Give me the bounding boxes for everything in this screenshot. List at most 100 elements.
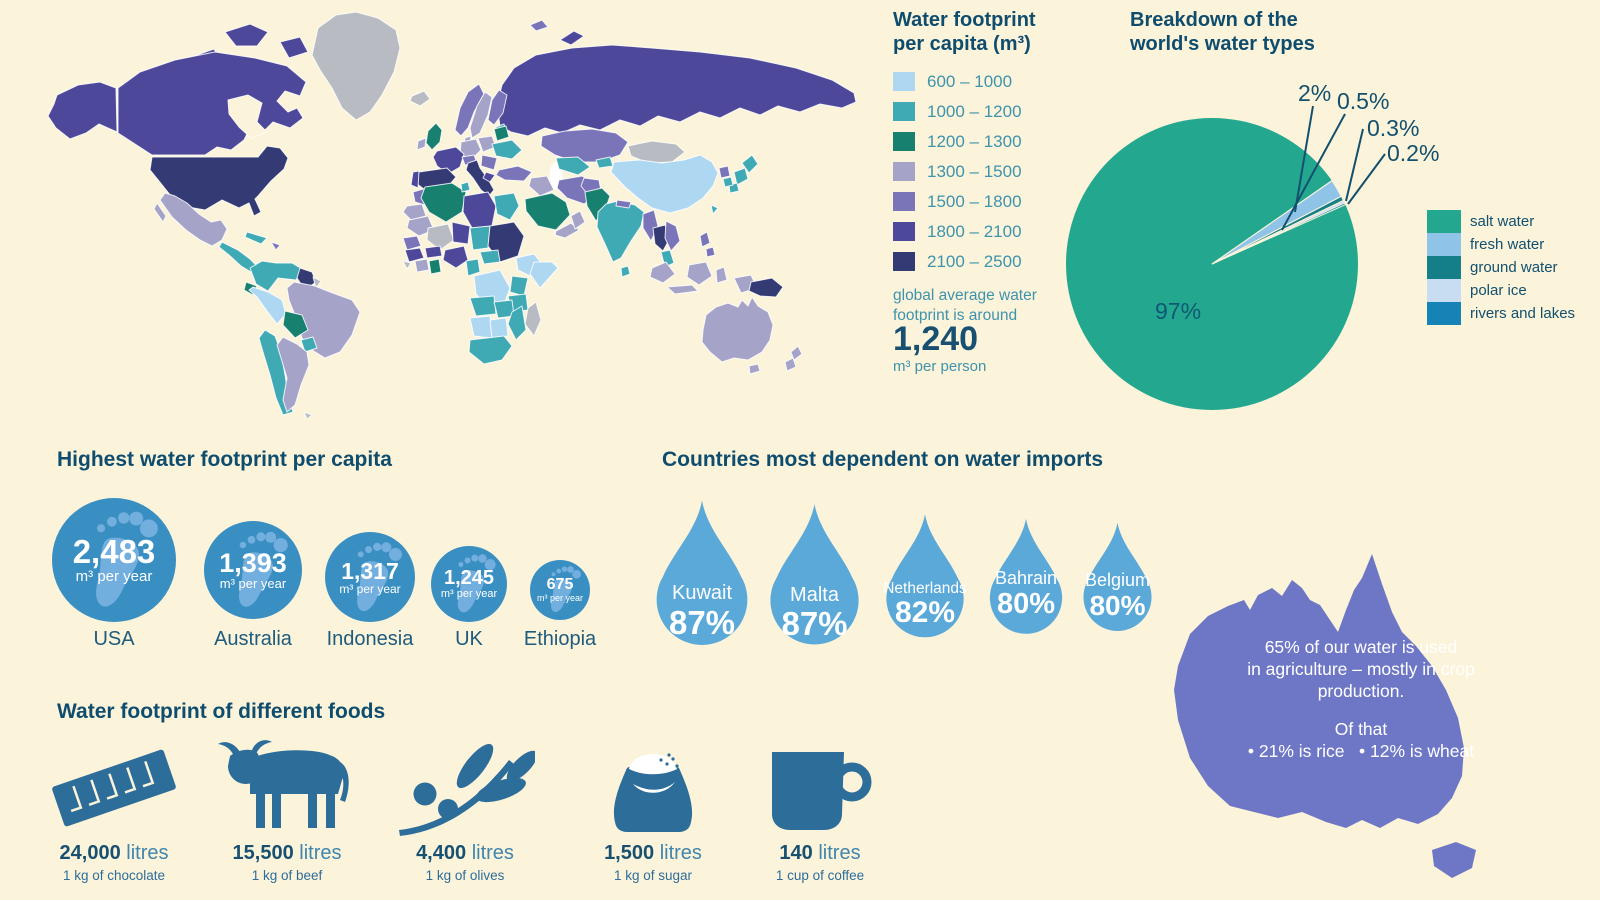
pie-callout-rivers: 0.2%: [1387, 140, 1440, 166]
footprint-unit: m³ per year: [75, 568, 153, 586]
water-drop-icon: [656, 500, 748, 645]
legend-swatch: [1427, 210, 1461, 233]
legend-label: fresh water: [1470, 236, 1545, 253]
food-value: 140: [779, 842, 813, 864]
footprint-country-ethiopia: Ethiopia: [523, 628, 597, 650]
food-caption: 1 kg of olives: [425, 868, 505, 883]
olive-branch-icon: [399, 743, 535, 836]
food-value: 1,500: [604, 842, 655, 864]
drop-country: Malta: [790, 583, 839, 606]
drop-country: Belgium: [1084, 570, 1151, 591]
footprint-value: 675: [546, 575, 574, 593]
food-caption: 1 kg of beef: [251, 868, 323, 883]
drop-belgium: Belgium 80%: [1077, 508, 1158, 646]
footprint-country-uk: UK: [455, 628, 483, 650]
cow-icon: [218, 740, 349, 828]
legend-range-label: 1300 – 1500: [927, 162, 1022, 181]
legend-range-label: 1200 – 1300: [927, 132, 1022, 151]
footprint-circle-indonesia: 1,317 m³ per year: [325, 532, 415, 622]
food-item-chocolate: 24,000 litres 1 kg of chocolate: [19, 730, 209, 883]
footprint-icon: [457, 554, 496, 613]
drop-country: Netherlands: [883, 579, 967, 597]
legend-swatch: [893, 192, 915, 211]
drop-percentage: 80%: [996, 587, 1056, 620]
food-unit: litres: [659, 842, 702, 864]
footprint-value: 1,245: [443, 566, 495, 589]
world-map: [47, 11, 857, 420]
pie-salt-share-label: 97%: [1155, 298, 1202, 324]
footprint-country-indonesia: Indonesia: [326, 628, 414, 650]
pie-callout-ground: 0.5%: [1337, 88, 1390, 114]
drop-netherlands: Netherlands 82%: [879, 499, 971, 653]
footprint-circle-uk: 1,245 m³ per year: [431, 546, 507, 622]
drop-percentage: 87%: [781, 605, 848, 643]
drop-country: Kuwait: [671, 582, 733, 605]
water-drop-icon: [1083, 522, 1152, 631]
foods-section-title: Water footprint of different foods: [57, 700, 386, 723]
footprint-unit: m³ per year: [219, 576, 287, 592]
global-average-note: global average water footprint is around: [893, 287, 1037, 324]
food-caption: 1 kg of chocolate: [62, 868, 166, 883]
food-unit: litres: [299, 842, 342, 864]
drop-kuwait: Kuwait 87%: [648, 487, 756, 659]
map-legend-title: Water footprint per capita (m³): [893, 9, 1036, 55]
australia-silhouette: [1174, 554, 1476, 878]
chocolate-bar-icon: [52, 749, 176, 827]
food-unit: litres: [818, 842, 861, 864]
footprint-value: 1,393: [219, 548, 287, 578]
legend-label: salt water: [1470, 213, 1535, 230]
food-item-beef: 15,500 litres 1 kg of beef: [192, 730, 382, 883]
legend-label: ground water: [1470, 259, 1558, 276]
sugar-sack-icon: [613, 753, 693, 832]
australia-fact-text: 65% of our water is used in agriculture …: [1247, 637, 1475, 761]
legend-label: polar ice: [1470, 282, 1527, 299]
legend-swatch: [893, 252, 915, 271]
footprint-unit: m³ per year: [440, 587, 498, 600]
pie-leader-lines: [1281, 105, 1386, 231]
food-unit: litres: [471, 842, 514, 864]
water-types-pie-chart: [1066, 105, 1386, 410]
food-value: 24,000: [59, 842, 121, 864]
food-unit: litres: [126, 842, 169, 864]
footprint-icon: [551, 566, 582, 613]
footprint-country-usa: USA: [93, 628, 135, 650]
legend-range-label: 1000 – 1200: [927, 102, 1022, 121]
footprint-icon: [356, 541, 402, 611]
drop-percentage: 80%: [1089, 589, 1146, 621]
legend-swatch: [1427, 279, 1461, 302]
legend-swatch: [1427, 302, 1461, 325]
global-average-value: 1,240: [893, 320, 979, 358]
legend-range-label: 2100 – 2500: [927, 252, 1022, 271]
footprint-value: 2,483: [72, 532, 156, 570]
legend-range-label: 1500 – 1800: [927, 192, 1022, 211]
food-item-coffee: 140 litres 1 cup of coffee: [725, 730, 915, 883]
legend-swatch: [893, 102, 915, 121]
food-item-sugar: 1,500 litres 1 kg of sugar: [558, 730, 748, 883]
footprint-circle-australia: 1,393 m³ per year: [204, 521, 302, 619]
drop-malta: Malta 87%: [762, 491, 867, 658]
pie-callout-polar: 0.3%: [1367, 115, 1420, 141]
water-drop-icon: [886, 514, 964, 638]
legend-label: rivers and lakes: [1470, 305, 1576, 322]
legend-range-label: 600 – 1000: [927, 72, 1013, 91]
footprint-unit: m³ per year: [536, 592, 583, 603]
drop-percentage: 87%: [668, 603, 736, 641]
global-average-unit: m³ per person: [893, 358, 987, 375]
footprint-unit: m³ per year: [339, 581, 401, 596]
legend-swatch: [1427, 233, 1461, 256]
drop-bahrain: Bahrain 80%: [983, 504, 1069, 649]
food-caption: 1 cup of coffee: [775, 868, 865, 883]
legend-swatch: [893, 72, 915, 91]
imports-section-title: Countries most dependent on water import…: [662, 448, 1104, 471]
legend-swatch: [1427, 256, 1461, 279]
footprint-icon: [95, 511, 158, 607]
legend-swatch: [893, 222, 915, 241]
footprint-icon: [238, 531, 288, 607]
footprint-circle-ethiopia: 675 m³ per year: [530, 560, 590, 620]
drop-country: Bahrain: [994, 568, 1058, 589]
footprint-country-australia: Australia: [214, 628, 292, 650]
food-item-olives: 4,400 litres 1 kg of olives: [370, 730, 560, 883]
water-drop-icon: [770, 504, 859, 645]
legend-swatch: [893, 132, 915, 151]
